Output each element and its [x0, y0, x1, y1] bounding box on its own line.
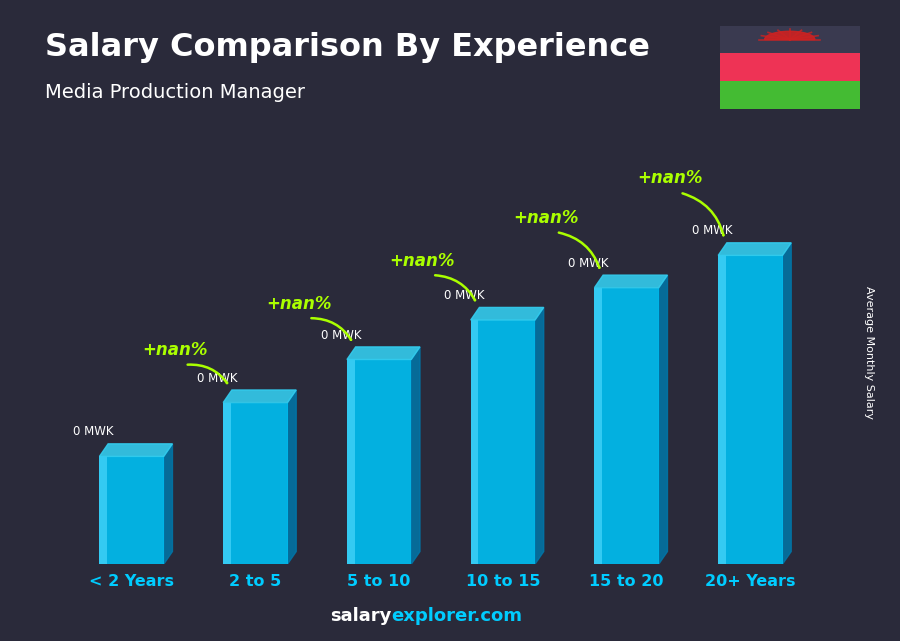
Text: +nan%: +nan% — [513, 209, 579, 227]
Text: 0 MWK: 0 MWK — [197, 372, 238, 385]
Polygon shape — [347, 347, 420, 360]
Polygon shape — [718, 243, 791, 255]
FancyArrowPatch shape — [187, 365, 227, 383]
Text: 0 MWK: 0 MWK — [445, 289, 485, 302]
Text: explorer.com: explorer.com — [392, 607, 523, 625]
Polygon shape — [223, 390, 296, 403]
Bar — [223, 403, 231, 564]
Polygon shape — [99, 444, 173, 456]
Bar — [471, 320, 479, 564]
FancyArrowPatch shape — [311, 318, 351, 340]
Bar — [347, 360, 411, 564]
Text: 0 MWK: 0 MWK — [568, 257, 608, 270]
Bar — [720, 53, 859, 81]
Polygon shape — [659, 275, 668, 564]
Text: +nan%: +nan% — [637, 169, 703, 187]
Bar — [595, 288, 659, 564]
Bar — [347, 360, 355, 564]
Text: +nan%: +nan% — [390, 252, 455, 270]
Text: +nan%: +nan% — [266, 295, 331, 313]
Text: Salary Comparison By Experience: Salary Comparison By Experience — [45, 32, 650, 63]
Text: salary: salary — [330, 607, 392, 625]
Bar — [99, 456, 107, 564]
Text: +nan%: +nan% — [142, 342, 208, 360]
FancyArrowPatch shape — [435, 275, 475, 300]
Polygon shape — [765, 31, 814, 40]
Bar — [720, 26, 859, 53]
Text: Average Monthly Salary: Average Monthly Salary — [863, 286, 874, 419]
Polygon shape — [595, 275, 668, 288]
Text: Media Production Manager: Media Production Manager — [45, 83, 305, 103]
Bar — [471, 320, 535, 564]
FancyArrowPatch shape — [559, 233, 599, 268]
Polygon shape — [411, 347, 420, 564]
Bar — [595, 288, 602, 564]
FancyArrowPatch shape — [682, 194, 724, 235]
Bar — [223, 403, 288, 564]
Bar — [720, 81, 859, 109]
Polygon shape — [535, 308, 544, 564]
Text: 0 MWK: 0 MWK — [320, 329, 361, 342]
Polygon shape — [288, 390, 296, 564]
Bar — [718, 255, 726, 564]
Bar — [718, 255, 782, 564]
Text: 0 MWK: 0 MWK — [692, 224, 733, 237]
Polygon shape — [164, 444, 173, 564]
Polygon shape — [782, 243, 791, 564]
Bar — [99, 456, 164, 564]
Polygon shape — [471, 308, 544, 320]
Text: 0 MWK: 0 MWK — [73, 426, 113, 438]
